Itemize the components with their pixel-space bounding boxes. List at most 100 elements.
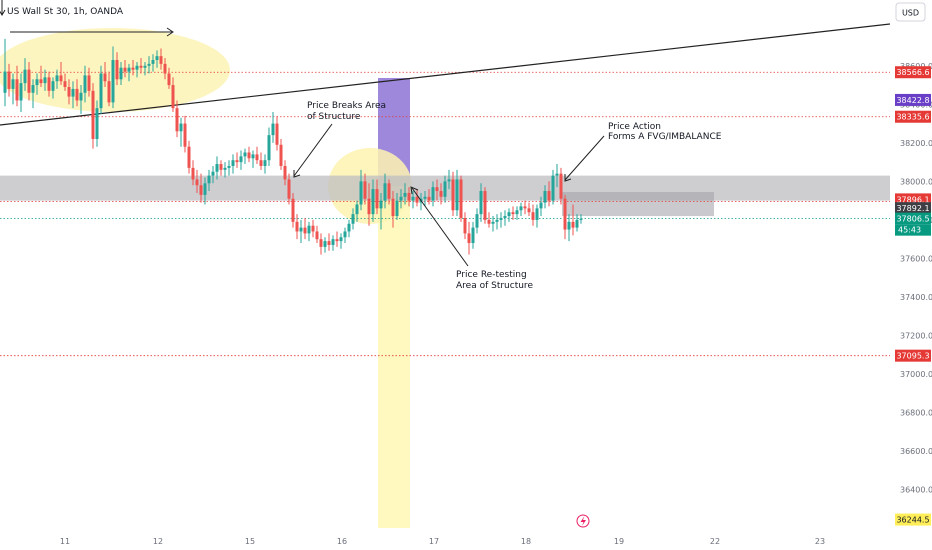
annotation-fvg-line1: Price Action (608, 122, 661, 132)
price-axis (890, 0, 932, 550)
candle-body (575, 219, 579, 228)
price-label-box (895, 93, 931, 106)
candle-body (363, 181, 367, 199)
price-label-text: 38566.6 (896, 68, 929, 77)
candle-body (67, 86, 71, 97)
price-tick-label: 36400.0 (900, 486, 932, 495)
trendline[interactable] (0, 23, 891, 126)
candle-body (283, 165, 287, 180)
candle-body (343, 231, 347, 238)
candle-body (31, 85, 35, 93)
candle-body (131, 67, 135, 70)
price-tick-label: 37600.0 (900, 254, 932, 263)
candle-body (579, 218, 583, 220)
candle-body (183, 123, 187, 147)
annotation-break-line1: Price Breaks Area (307, 101, 386, 111)
currency-button[interactable] (895, 2, 926, 22)
candle-body (127, 67, 131, 72)
candle-body (471, 227, 475, 244)
highlight-ellipse-left (0, 28, 230, 112)
candle-body (527, 208, 531, 213)
candle-body (135, 65, 139, 70)
annotation-retest-line1: Price Re-testing (456, 270, 527, 280)
price-tick-label: 37400.0 (900, 293, 932, 302)
price-label-text: 36244.5 (896, 516, 929, 525)
candle-body (115, 60, 119, 80)
candle-body (507, 212, 511, 217)
candle-body (307, 225, 311, 234)
candle-body (119, 67, 123, 80)
candle-body (291, 198, 295, 222)
candle-body (379, 200, 383, 209)
candle-body (287, 179, 291, 199)
candle-body (87, 75, 91, 91)
candle-body (71, 88, 75, 97)
time-tick-label: 11 (60, 537, 70, 546)
price-label-text: 37892.1 (896, 204, 929, 213)
candle-body (7, 71, 11, 89)
price-label-box (895, 110, 931, 123)
price-label-text: 37095.3 (896, 352, 929, 361)
candle-body (355, 204, 359, 215)
lightning-bolt-icon (580, 516, 586, 526)
countdown-box (895, 224, 931, 236)
candle-body (47, 77, 51, 91)
candle-body (231, 160, 235, 166)
candle-body (327, 241, 331, 245)
candle-body (51, 81, 55, 91)
candle-body (171, 85, 175, 109)
candle-body (371, 189, 375, 215)
candle-body (451, 179, 455, 211)
candle-body (435, 187, 439, 192)
candle-body (111, 60, 115, 103)
arrowhead-icon (564, 174, 572, 182)
candle-body (319, 239, 323, 247)
candle-body (271, 123, 275, 136)
candle-body (483, 191, 487, 220)
candle-body (463, 217, 467, 234)
candle-body (59, 75, 63, 82)
candle-body (303, 227, 307, 234)
horizontal-levels (0, 71, 890, 357)
candle-body (415, 196, 419, 203)
lightning-icon[interactable] (576, 514, 590, 528)
price-label-box (895, 513, 931, 526)
price-tick-label: 38000.0 (900, 177, 932, 186)
time-tick-label: 23 (815, 537, 825, 546)
candle-body (275, 123, 279, 145)
candle-body (235, 160, 239, 163)
price-label-text: 38335.6 (896, 113, 929, 122)
candle-body (123, 67, 127, 72)
time-tick-label: 22 (710, 537, 720, 546)
time-axis-ticks: 11 12 15 16 17 18 19 22 23 (60, 537, 825, 546)
candle-body (335, 239, 339, 242)
candle-body (551, 175, 555, 201)
vertical-yellow-zone (378, 186, 410, 528)
candle-body (351, 214, 355, 224)
candle-body (323, 241, 327, 247)
annotation-break-line2: of Structure (307, 112, 361, 122)
annotation-arrow-fvg (564, 135, 605, 181)
price-tick-label: 37200.0 (900, 332, 932, 341)
price-tick-label: 37000.0 (900, 370, 932, 379)
candle-body (263, 160, 267, 166)
candle-body (511, 212, 515, 215)
symbol-title: US Wall St 30, 1h, OANDA (7, 7, 124, 17)
price-label-text: 37806.5 (896, 215, 929, 224)
candle-body (443, 181, 447, 197)
candle-body (439, 191, 443, 197)
arrowhead-icon (166, 27, 174, 37)
candle-body (39, 79, 43, 84)
candle-body (215, 164, 219, 172)
candle-body (55, 75, 59, 82)
candle-body (191, 167, 195, 180)
candle-body (395, 200, 399, 217)
candle-body (11, 79, 15, 89)
candle-body (407, 192, 411, 201)
currency-label[interactable]: USD (902, 9, 919, 18)
price-tick-label: 36600.0 (900, 447, 932, 456)
candle-body (143, 65, 147, 68)
candle-body (103, 73, 107, 82)
